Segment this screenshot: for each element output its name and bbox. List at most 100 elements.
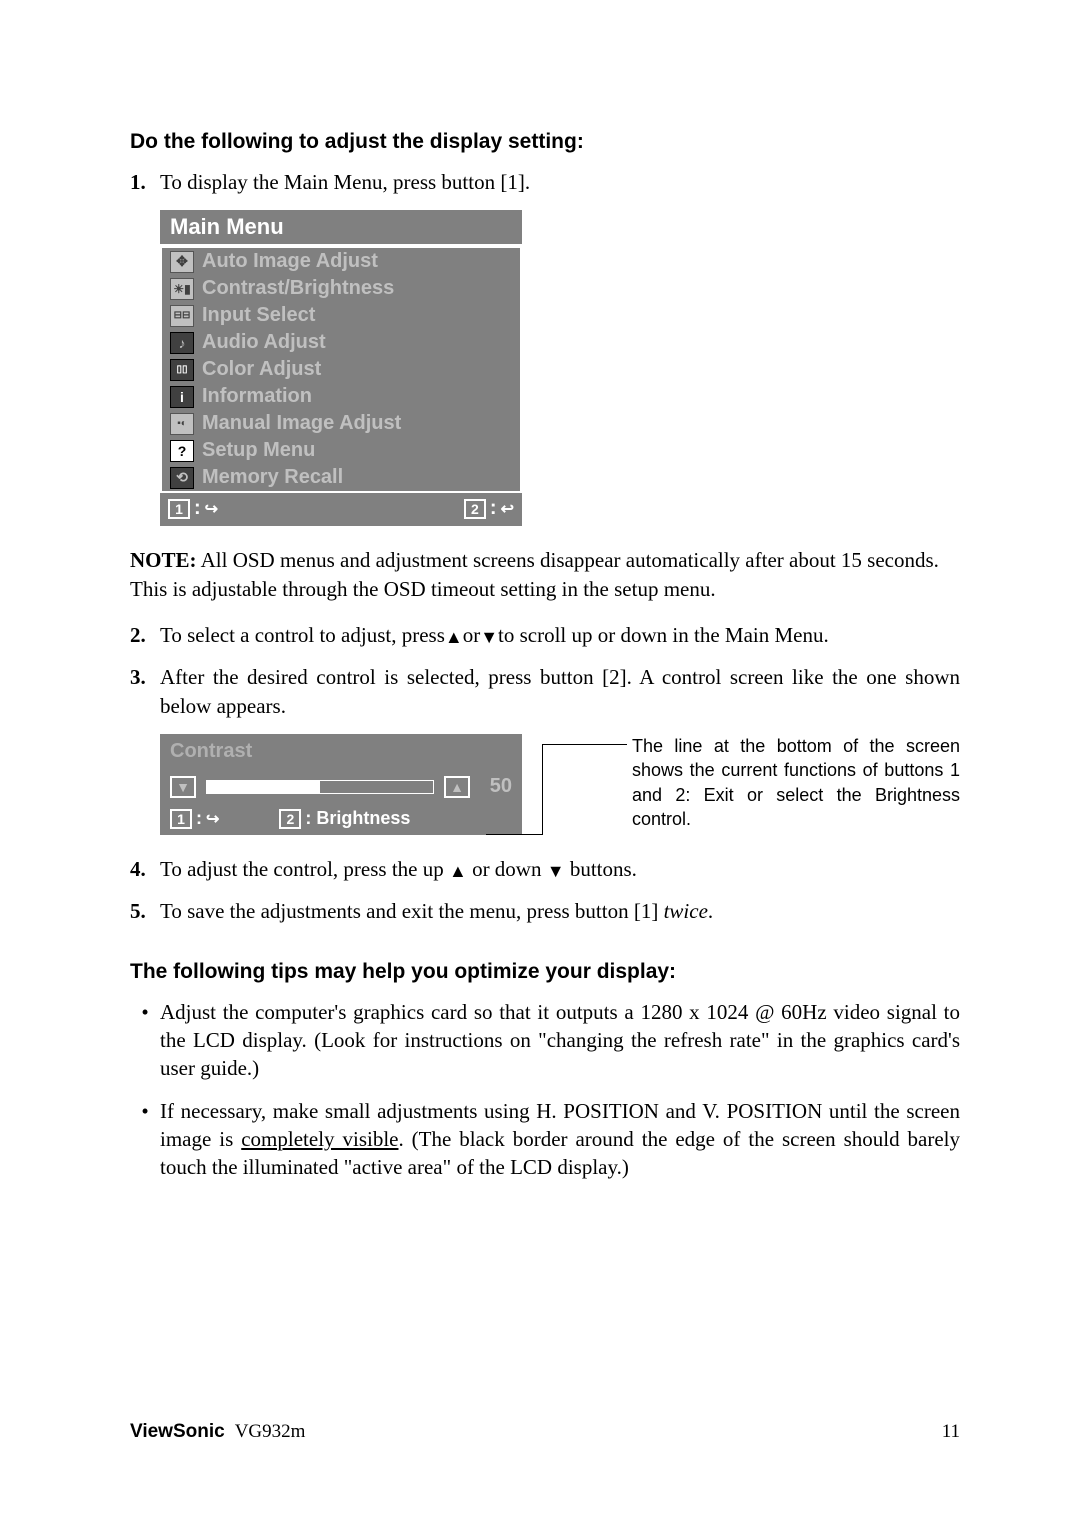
- note-label: NOTE:: [130, 548, 197, 572]
- color-icon: ▯▯: [170, 359, 194, 381]
- osd-title: Main Menu: [160, 210, 522, 246]
- step-4-number: 4.: [130, 855, 160, 883]
- enter-icon: ↩: [501, 499, 514, 519]
- osd-item-label: Auto Image Adjust: [202, 250, 378, 273]
- exit-icon: ↪: [205, 499, 218, 519]
- osd-item-label: Memory Recall: [202, 466, 343, 489]
- down-triangle-icon: ▼: [547, 859, 565, 883]
- page-container: Do the following to adjust the display s…: [0, 0, 1080, 1528]
- contrast-title: Contrast: [160, 734, 522, 769]
- step-2-text: To select a control to adjust, press▲or▼…: [160, 621, 960, 649]
- contrast-row: Contrast ▼ ▲ 50 1: ↪ 2: Brightness The l…: [160, 734, 960, 835]
- input-icon: ⊟⊟: [170, 305, 194, 327]
- step-2-or: or: [463, 623, 481, 647]
- audio-icon: ♪: [170, 332, 194, 354]
- osd-items: ✥ Auto Image Adjust ☀▮ Contrast/Brightness…: [160, 246, 522, 493]
- step-1: 1. To display the Main Menu, press butto…: [130, 168, 960, 196]
- contrast-slider: ▼ ▲ 50: [160, 769, 522, 804]
- step-1-number: 1.: [130, 168, 160, 196]
- osd-item-label: Information: [202, 385, 312, 408]
- step-5-post: .: [708, 899, 713, 923]
- step-3-text: After the desired control is selected, p…: [160, 663, 960, 720]
- recall-icon: ⟲: [170, 467, 194, 489]
- osd-item-setup: ? Setup Menu: [162, 437, 520, 464]
- key-1-box: 1: [170, 809, 192, 829]
- osd-main-menu: Main Menu ✥ Auto Image Adjust ☀▮ Contrast/…: [160, 210, 522, 526]
- osd-item-label: Audio Adjust: [202, 331, 326, 354]
- info-icon: i: [170, 386, 194, 408]
- step-4-post: buttons.: [565, 857, 637, 881]
- tip-1-text: Adjust the computer's graphics card so t…: [160, 998, 960, 1083]
- exit-icon: ↪: [206, 809, 219, 829]
- legend-text: The line at the bottom of the screen sho…: [632, 734, 960, 831]
- setup-icon: ?: [170, 440, 194, 462]
- bullet-icon: •: [130, 998, 160, 1083]
- contrast-foot-1: 1: ↪: [170, 808, 219, 829]
- note-body: All OSD menus and adjustment screens dis…: [130, 548, 939, 600]
- note-text: NOTE: All OSD menus and adjustment scree…: [130, 546, 960, 603]
- osd-item-color: ▯▯ Color Adjust: [162, 356, 520, 383]
- heading-tips: The following tips may help you optimize…: [130, 960, 960, 984]
- legend-connector-line: [542, 744, 627, 745]
- brightness-icon: ☀▮: [170, 278, 194, 300]
- crosshair-icon: ✥: [170, 251, 194, 273]
- footer-brand: ViewSonic: [130, 1421, 225, 1442]
- step-3: 3. After the desired control is selected…: [130, 663, 960, 720]
- osd-item-label: Manual Image Adjust: [202, 412, 401, 435]
- osd-item-label: Input Select: [202, 304, 315, 327]
- tip-2: • If necessary, make small adjustments u…: [130, 1097, 960, 1182]
- tip-2-text: If necessary, make small adjustments usi…: [160, 1097, 960, 1182]
- heading-adjust-display: Do the following to adjust the display s…: [130, 130, 960, 154]
- bullet-icon: •: [130, 1097, 160, 1182]
- step-5-twice: twice: [664, 899, 708, 923]
- osd-item-info: i Information: [162, 383, 520, 410]
- step-5-number: 5.: [130, 897, 160, 925]
- contrast-footer: 1: ↪ 2: Brightness: [160, 804, 522, 835]
- osd-item-contrast: ☀▮ Contrast/Brightness: [162, 275, 520, 302]
- step-4-mid: or down: [467, 857, 547, 881]
- osd-foot-key-2: 2: ↩: [464, 497, 514, 520]
- osd-foot-key-1: 1: ↪: [168, 497, 218, 520]
- osd-item-label: Color Adjust: [202, 358, 321, 381]
- osd-item-label: Contrast/Brightness: [202, 277, 394, 300]
- footer-page-number: 11: [942, 1421, 960, 1443]
- down-triangle-icon: ▼: [480, 625, 498, 649]
- step-1-text: To display the Main Menu, press button […: [160, 168, 960, 196]
- osd-item-memory: ⟲ Memory Recall: [162, 464, 520, 491]
- tip-2-underline: completely visible: [241, 1127, 398, 1151]
- slider-fill: [207, 781, 320, 793]
- key-2-box: 2: [279, 809, 301, 829]
- footer-model: VG932m: [235, 1421, 306, 1442]
- slider-bar: [206, 780, 434, 794]
- contrast-panel: Contrast ▼ ▲ 50 1: ↪ 2: Brightness: [160, 734, 522, 835]
- step-3-number: 3.: [130, 663, 160, 720]
- step-2-post: to scroll up or down in the Main Menu.: [498, 623, 829, 647]
- footer-left: ViewSonic VG932m: [130, 1421, 305, 1443]
- key-1-box: 1: [168, 499, 190, 519]
- up-triangle-icon: ▲: [444, 776, 470, 798]
- up-triangle-icon: ▲: [449, 859, 467, 883]
- contrast-foot-2-label: : Brightness: [305, 808, 410, 829]
- step-2: 2. To select a control to adjust, press▲…: [130, 621, 960, 649]
- osd-item-label: Setup Menu: [202, 439, 315, 462]
- tip-1: • Adjust the computer's graphics card so…: [130, 998, 960, 1083]
- step-5: 5. To save the adjustments and exit the …: [130, 897, 960, 925]
- osd-item-audio: ♪ Audio Adjust: [162, 329, 520, 356]
- osd-item-auto-image: ✥ Auto Image Adjust: [162, 248, 520, 275]
- page-footer: ViewSonic VG932m 11: [130, 1421, 960, 1443]
- step-4-text: To adjust the control, press the up ▲ or…: [160, 855, 960, 883]
- step-2-pre: To select a control to adjust, press: [160, 623, 445, 647]
- step-2-number: 2.: [130, 621, 160, 649]
- step-5-pre: To save the adjustments and exit the men…: [160, 899, 664, 923]
- down-triangle-icon: ▼: [170, 776, 196, 798]
- osd-item-input: ⊟⊟ Input Select: [162, 302, 520, 329]
- legend-body: The line at the bottom of the screen sho…: [632, 736, 960, 829]
- contrast-foot-2: 2: Brightness: [279, 808, 410, 829]
- manual-icon: ▪◐: [170, 413, 194, 435]
- step-4-pre: To adjust the control, press the up: [160, 857, 449, 881]
- step-4: 4. To adjust the control, press the up ▲…: [130, 855, 960, 883]
- step-5-text: To save the adjustments and exit the men…: [160, 897, 960, 925]
- key-2-box: 2: [464, 499, 486, 519]
- up-triangle-icon: ▲: [445, 625, 463, 649]
- osd-item-manual: ▪◐ Manual Image Adjust: [162, 410, 520, 437]
